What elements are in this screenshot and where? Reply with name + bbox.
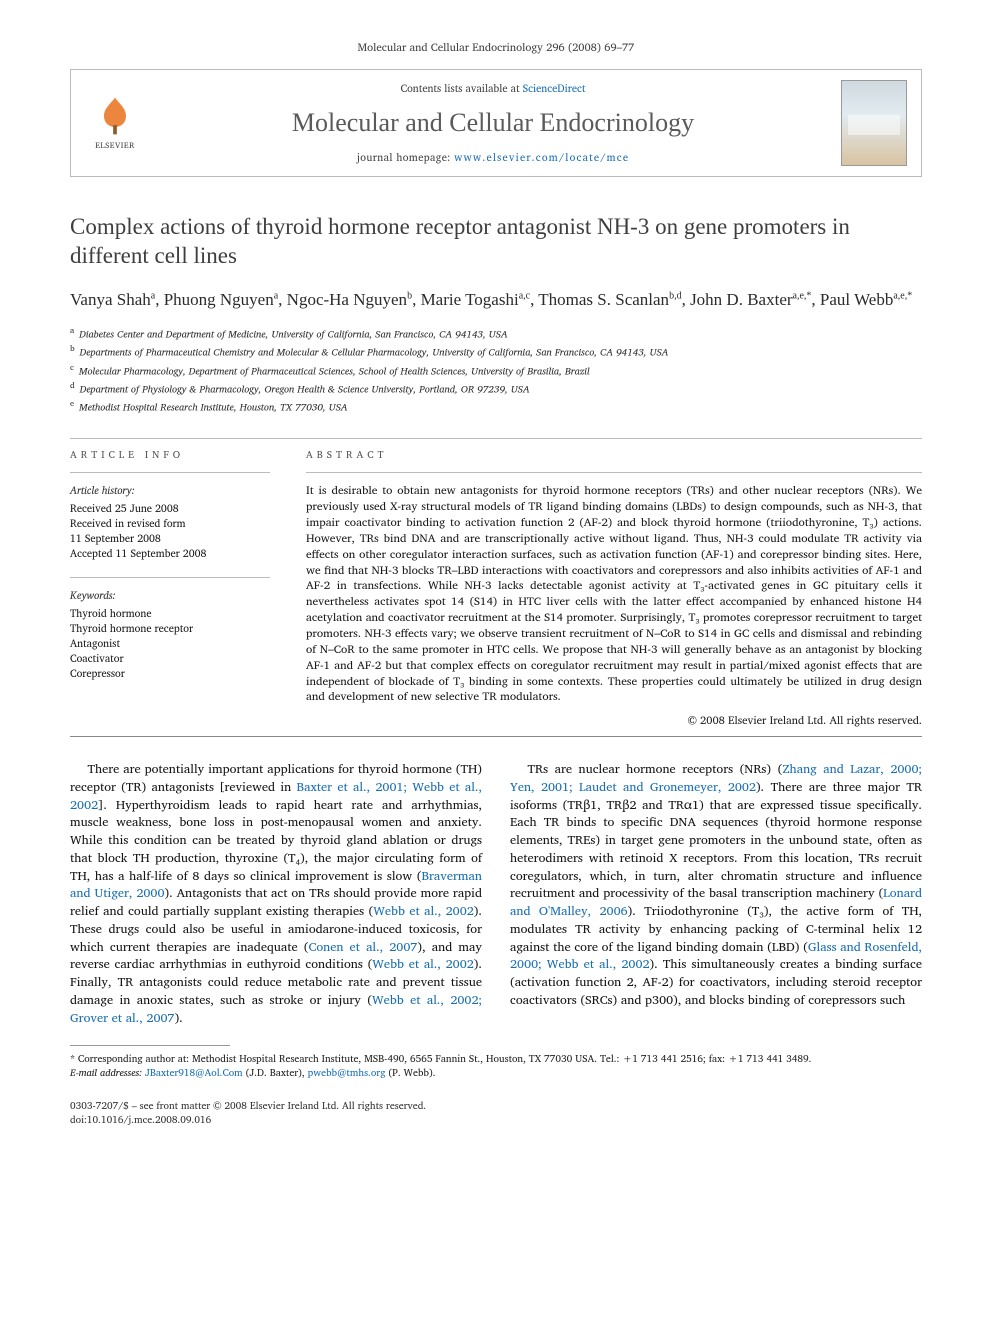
journal-cover-thumbnail: [841, 80, 907, 166]
body-text-run: ). There are three major TR isoforms (TR…: [510, 777, 922, 904]
corresponding-author-note: * Corresponding author at: Methodist Hos…: [70, 1052, 922, 1066]
abstract-column: abstract It is desirable to obtain new a…: [306, 449, 922, 728]
elsevier-logo: ELSEVIER: [85, 89, 145, 157]
body-text-run: ).: [175, 1008, 183, 1028]
footnote-separator: [70, 1045, 230, 1046]
journal-reference: Molecular and Cellular Endocrinology 296…: [70, 40, 922, 55]
contents-available-line: Contents lists available at ScienceDirec…: [161, 81, 825, 95]
sciencedirect-link[interactable]: ScienceDirect: [523, 79, 586, 97]
footnotes: * Corresponding author at: Methodist Hos…: [70, 1052, 922, 1080]
keywords-block: Keywords: Thyroid hormoneThyroid hormone…: [70, 588, 270, 681]
keywords-label: Keywords:: [70, 588, 270, 603]
page-footer: 0303-7207/$ – see front matter © 2008 El…: [70, 1100, 922, 1127]
affiliation-row: b Departments of Pharmaceutical Chemistr…: [70, 342, 922, 360]
homepage-prefix: journal homepage:: [357, 148, 454, 166]
footer-left: 0303-7207/$ – see front matter © 2008 El…: [70, 1100, 426, 1127]
affiliation-row: c Molecular Pharmacology, Department of …: [70, 361, 922, 379]
abstract-text: It is desirable to obtain new antagonist…: [306, 483, 922, 705]
keyword: Corepressor: [70, 666, 270, 681]
email-link[interactable]: JBaxter918@Aol.Com: [145, 1065, 243, 1081]
elsevier-brand-text: ELSEVIER: [95, 140, 135, 151]
info-abstract-row: article info Article history: Received 2…: [70, 449, 922, 728]
rule: [70, 438, 922, 439]
abstract-copyright: © 2008 Elsevier Ireland Ltd. All rights …: [306, 713, 922, 728]
abstract-heading: abstract: [306, 449, 922, 463]
article-history-block: Article history: Received 25 June 2008Re…: [70, 483, 270, 561]
homepage-link[interactable]: www.elsevier.com/locate/mce: [454, 148, 629, 166]
body-paragraph: There are potentially important applicat…: [70, 761, 482, 1027]
rule: [70, 472, 270, 473]
homepage-line: journal homepage: www.elsevier.com/locat…: [161, 150, 825, 164]
body-paragraph: TRs are nuclear hormone receptors (NRs) …: [510, 761, 922, 1010]
email-attribution: (J.D. Baxter),: [243, 1065, 308, 1081]
history-label: Article history:: [70, 483, 270, 498]
email-link[interactable]: pwebb@tmhs.org: [308, 1065, 386, 1081]
affiliations: a Diabetes Center and Department of Medi…: [70, 324, 922, 416]
affiliation-row: d Department of Physiology & Pharmacolog…: [70, 379, 922, 397]
email-attribution: (P. Webb).: [385, 1065, 435, 1081]
email-line: E-mail addresses: JBaxter918@Aol.Com (J.…: [70, 1066, 922, 1080]
rule: [306, 472, 922, 473]
doi: doi:10.1016/j.mce.2008.09.016: [70, 1114, 426, 1128]
rule: [70, 577, 270, 578]
email-label: E-mail addresses:: [70, 1065, 145, 1081]
elsevier-tree-icon: [93, 94, 137, 138]
author-list: Vanya Shaha, Phuong Nguyena, Ngoc-Ha Ngu…: [70, 288, 922, 312]
journal-name: Molecular and Cellular Endocrinology: [161, 105, 825, 140]
affiliation-row: e Methodist Hospital Research Institute,…: [70, 397, 922, 415]
article-title: Complex actions of thyroid hormone recep…: [70, 213, 922, 271]
article-info-column: article info Article history: Received 2…: [70, 449, 270, 728]
article-info-heading: article info: [70, 449, 270, 463]
affiliation-row: a Diabetes Center and Department of Medi…: [70, 324, 922, 342]
journal-header: ELSEVIER Contents lists available at Sci…: [70, 69, 922, 177]
history-line: Accepted 11 September 2008: [70, 546, 270, 561]
body-text: There are potentially important applicat…: [70, 761, 922, 1027]
header-center: Contents lists available at ScienceDirec…: [161, 81, 825, 164]
rule: [70, 736, 922, 737]
contents-prefix: Contents lists available at: [401, 79, 523, 97]
